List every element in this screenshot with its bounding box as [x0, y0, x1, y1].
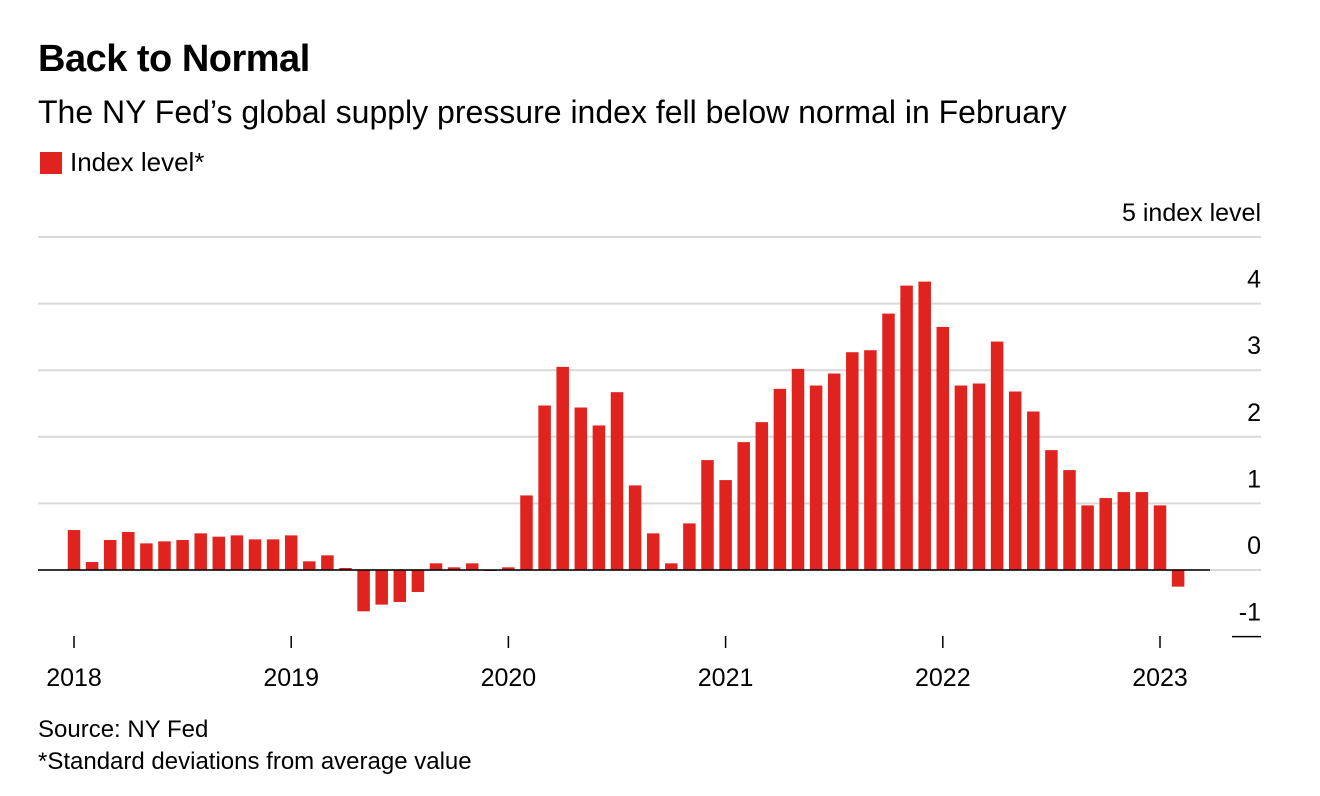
- bar: [1153, 505, 1167, 570]
- bar: [393, 570, 407, 602]
- y-tick-label: 3: [1247, 332, 1261, 360]
- bar: [592, 425, 606, 570]
- bar: [447, 567, 461, 570]
- bar: [918, 281, 931, 570]
- bar: [936, 326, 950, 570]
- bar: [556, 366, 569, 570]
- chart-title: Back to Normal: [38, 38, 310, 80]
- bar: [85, 562, 99, 570]
- bar: [1117, 492, 1131, 570]
- bar: [610, 392, 624, 570]
- y-tick-label: 1: [1247, 465, 1261, 493]
- legend: Index level*: [40, 147, 204, 178]
- bar: [158, 541, 171, 570]
- y-tick-label: 4: [1247, 266, 1261, 294]
- x-tick-label: 2021: [698, 664, 754, 692]
- chart-subtitle: The NY Fed’s global supply pressure inde…: [38, 94, 1067, 130]
- footnotes: Source: NY Fed *Standard deviations from…: [38, 714, 472, 778]
- bar: [266, 539, 280, 570]
- bar: [411, 570, 425, 592]
- bar: [972, 383, 986, 570]
- bar: [194, 533, 207, 570]
- bar: [67, 530, 81, 570]
- x-tick-label: 2020: [481, 664, 537, 692]
- x-tick-label: 2019: [263, 664, 319, 692]
- bar: [1008, 391, 1022, 570]
- bar: [646, 533, 660, 570]
- source-note: Source: NY Fed: [38, 716, 209, 743]
- bar: [954, 385, 968, 570]
- y-tick-label: 0: [1247, 532, 1261, 560]
- bar: [683, 523, 696, 570]
- bar: [737, 442, 750, 570]
- bar: [864, 350, 877, 570]
- bar: [809, 385, 823, 570]
- bar: [1045, 450, 1058, 570]
- bar: [990, 341, 1004, 570]
- bar: [827, 373, 841, 570]
- y-tick-label: -1: [1239, 599, 1261, 627]
- definition-note: *Standard deviations from average value: [38, 748, 472, 775]
- bar: [719, 480, 732, 570]
- bar: [284, 535, 298, 570]
- bar: [1099, 498, 1112, 570]
- bar: [1027, 411, 1040, 570]
- x-tick-label: 2022: [915, 664, 971, 692]
- x-tick-label: 2023: [1132, 664, 1188, 692]
- bar: [773, 388, 787, 570]
- bar: [574, 407, 588, 570]
- bar: [502, 567, 515, 570]
- bar: [140, 543, 153, 570]
- bar: [755, 422, 769, 570]
- bar: [900, 285, 913, 570]
- bar: [846, 352, 859, 570]
- legend-label: Index level*: [70, 147, 205, 177]
- bar: [429, 563, 443, 570]
- bar: [465, 563, 479, 570]
- legend-swatch: [40, 151, 62, 174]
- bar: [248, 539, 262, 570]
- bar: [791, 368, 805, 570]
- bar: [176, 540, 189, 570]
- bar: [375, 570, 388, 605]
- bar: [303, 561, 316, 570]
- bar: [230, 535, 244, 570]
- bar: [1171, 570, 1185, 587]
- bar: [122, 532, 135, 570]
- bar: [103, 540, 117, 570]
- bar: [1081, 505, 1094, 570]
- bar: [339, 568, 352, 570]
- bar: [628, 485, 642, 570]
- bar: [665, 563, 678, 570]
- bar: [212, 536, 226, 570]
- y-tick-label: 2: [1247, 399, 1261, 427]
- bar: [357, 570, 370, 612]
- y-tick-label: 5 index level: [1122, 199, 1261, 227]
- bar: [1063, 470, 1076, 570]
- bar: [538, 405, 551, 570]
- bar: [321, 555, 334, 570]
- bar: [882, 313, 895, 570]
- x-tick-label: 2018: [46, 664, 102, 692]
- bar: [701, 460, 714, 570]
- bar: [1135, 492, 1149, 570]
- bar: [520, 495, 533, 570]
